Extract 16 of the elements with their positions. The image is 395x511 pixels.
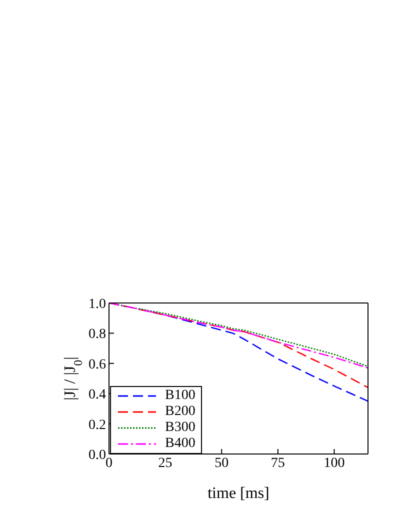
x-tick-label: 100	[324, 456, 345, 471]
x-tick-label: 50	[214, 456, 229, 471]
x-tick-label: 75	[270, 456, 285, 471]
x-tick-label: 25	[158, 456, 172, 471]
y-tick-label: 0.6	[88, 357, 106, 372]
x-tick-label: 0	[106, 456, 112, 471]
legend-label: B100	[165, 388, 196, 404]
x-axis-title: time [ms]	[208, 485, 270, 502]
y-tick-label: 1.0	[88, 296, 106, 312]
y-tick-label: 0.4	[88, 388, 106, 403]
legend-label: B400	[165, 436, 196, 452]
y-tick-label: 0.8	[88, 327, 106, 342]
y-tick-label: 0.0	[88, 448, 106, 463]
legend-label: B200	[165, 404, 196, 420]
legend-label: B300	[165, 420, 196, 436]
y-tick-label: 0.2	[88, 418, 106, 433]
